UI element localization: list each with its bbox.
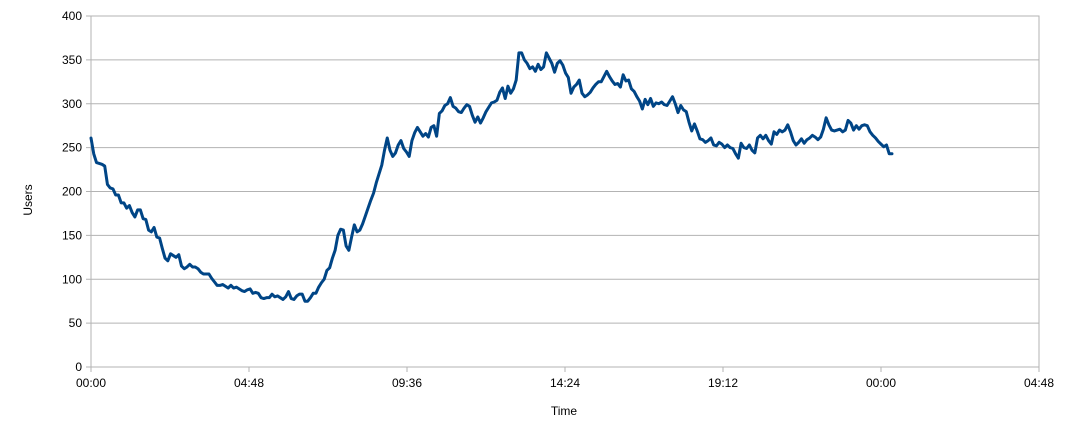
y-tick-label: 400 <box>62 9 82 23</box>
y-axis-title: Users <box>21 184 35 215</box>
plot-area-border <box>90 15 1040 368</box>
x-tick-labels: 00:00 04:48 09:36 14:24 19:12 00:00 04:48 <box>76 376 1054 390</box>
y-tick-label: 50 <box>69 316 83 330</box>
y-tick-label: 0 <box>75 360 82 374</box>
x-tick-label: 00:00 <box>866 376 896 390</box>
x-tick-label: 04:48 <box>234 376 264 390</box>
y-tick-label: 350 <box>62 53 82 67</box>
x-tick-label: 19:12 <box>708 376 738 390</box>
y-tick-label: 250 <box>62 141 82 155</box>
x-tick-label: 00:00 <box>76 376 106 390</box>
users-series-line <box>89 51 894 303</box>
series-layer <box>89 51 894 303</box>
x-tick-label: 09:36 <box>392 376 422 390</box>
y-tick-labels: 0 50 100 150 200 250 300 350 400 <box>62 9 82 374</box>
y-tick-label: 200 <box>62 185 82 199</box>
x-tick-label: 14:24 <box>550 376 580 390</box>
y-tick-label: 100 <box>62 272 82 286</box>
y-tick-label: 300 <box>62 97 82 111</box>
plot-frame <box>90 15 1040 368</box>
grid-lines <box>86 15 1040 372</box>
y-tick-label: 150 <box>62 228 82 242</box>
x-axis-title: Time <box>551 404 578 418</box>
x-tick-label: 04:48 <box>1024 376 1054 390</box>
